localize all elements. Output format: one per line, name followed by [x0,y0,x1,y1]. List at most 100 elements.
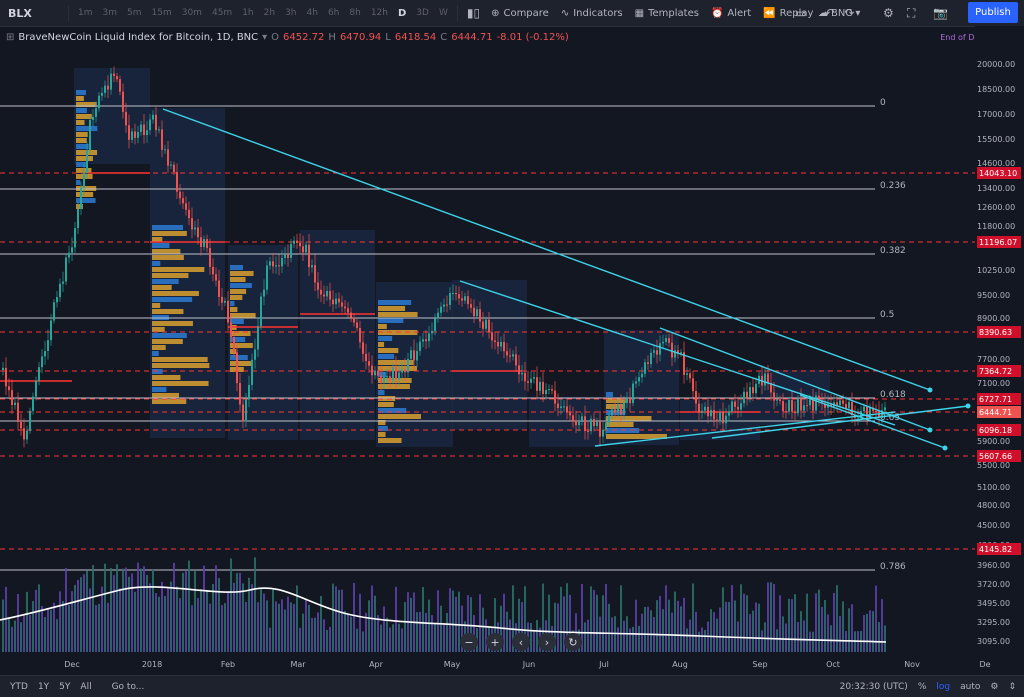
range-1y[interactable]: 1Y [37,681,50,692]
volume-bar [656,600,658,652]
volume-bar [806,593,808,652]
candle-body [773,392,775,401]
vp-bar [378,408,407,413]
volume-bar [257,602,259,652]
layout-icon[interactable]: ▭ [795,6,807,20]
interval-12h[interactable]: 12h [370,8,388,18]
candle-body [86,150,88,173]
scale-icon[interactable]: ⇕ [1008,681,1016,692]
reset-button[interactable]: ↻ [564,633,582,651]
interval-3d[interactable]: 3D [416,8,429,18]
vp-bar [152,303,161,308]
alert-button[interactable]: ⏰ Alert [705,8,757,19]
candle-body [794,411,796,414]
interval-w[interactable]: W [438,8,448,18]
indicators-button[interactable]: ∿ Indicators [555,8,629,19]
candle-body [527,381,529,383]
clock-time[interactable]: 20:32:30 (UTC) [839,681,908,692]
volume-bar [773,583,775,652]
interval-15m[interactable]: 15m [151,8,172,18]
candle-body [377,370,379,376]
interval-2h[interactable]: 2h [263,8,276,18]
candle-body [257,326,259,350]
gear-icon[interactable]: ⚙ [990,681,999,692]
vp-bar [230,319,244,324]
range-ytd[interactable]: YTD [10,681,28,692]
publish-button[interactable]: Publish [968,2,1018,23]
interval-6h[interactable]: 6h [327,8,340,18]
range-all[interactable]: All [80,681,92,692]
interval-5m[interactable]: 5m [127,8,142,18]
go-to-button[interactable]: Go to... [111,681,145,692]
interval-30m[interactable]: 30m [181,8,202,18]
volume-bar [218,578,220,652]
volume-bar [149,583,151,652]
interval-3h[interactable]: 3h [285,8,297,18]
zoom-out-button[interactable]: − [460,633,478,651]
interval-45m[interactable]: 45m [211,8,233,18]
volume-bar [200,589,202,652]
volume-bar [92,565,94,652]
collapse-icon[interactable]: ⊞ [6,32,15,43]
candle-body [539,381,541,391]
zoom-in-button[interactable]: + [486,633,504,651]
volume-bar [290,602,292,652]
volume-bar [581,584,583,652]
symbol-search[interactable]: BLX [8,6,32,20]
volume-bar [401,628,403,652]
volume-bar [794,594,796,652]
undo-icon[interactable]: ↶ [824,6,835,20]
candle-body [176,172,178,192]
volume-bar [158,596,160,652]
templates-button[interactable]: ▦ Templates [629,8,705,19]
candle-body [554,390,556,404]
candle-body [689,373,691,379]
volume-bar [374,595,376,652]
volume-bar [329,626,331,652]
interval-3m[interactable]: 3m [102,8,118,18]
volume-bar [479,594,481,652]
auto-toggle[interactable]: auto [960,681,981,692]
volume-bar [389,627,391,652]
candle-body [320,289,322,295]
price-tick-10: 8900.00 [977,314,1010,323]
replay-button[interactable]: ⏪ Replay [757,8,819,19]
fullscreen-icon[interactable]: ⛶ [907,5,916,20]
candle-body [548,389,550,391]
price-axis[interactable]: 20000.00 18500.00 17000.00 15500.00 14600.00… [975,26,1024,674]
scroll-left-button[interactable]: ‹ [512,633,530,651]
fib-label-5: 0.65 [880,413,900,423]
volume-bar [350,616,352,652]
chart-type-icon[interactable]: ▮▯ [466,6,481,20]
interval-4h[interactable]: 4h [306,8,318,18]
price-mark-3: 7364.72 [979,367,1012,376]
chart-legend: ⊞ BraveNewCoin Liquid Index for Bitcoin,… [6,32,569,43]
volume-bar [440,605,442,652]
chevron-down-icon[interactable]: ▾ [262,32,268,43]
redo-icon[interactable]: ↷ [844,6,855,20]
range-5y[interactable]: 5Y [59,681,71,692]
interval-8h[interactable]: 8h [349,8,361,18]
interval-d[interactable]: D [397,7,407,19]
time-axis[interactable]: Dec 2018 Feb Mar Apr May Jun Jul Aug Sep Oct Nov De [64,660,990,669]
candle-body [449,293,451,305]
compare-button[interactable]: ⊕ Compare [485,8,555,19]
candle-body [737,406,739,410]
interval-1h[interactable]: 1h [242,8,254,18]
candle-body [524,372,526,382]
exchange-selector[interactable]: ☁ BNC ▾ [818,0,860,26]
volume-bar [485,619,487,652]
legend-title[interactable]: BraveNewCoin Liquid Index for Bitcoin, 1… [18,32,259,43]
log-toggle[interactable]: log [936,681,951,692]
volume-bar [821,606,823,652]
camera-icon[interactable]: 📷 [933,6,948,20]
gear-icon[interactable]: ⚙ [883,6,894,20]
percent-toggle[interactable]: % [917,681,927,692]
candle-body [515,354,517,366]
candle-body [35,380,37,397]
vp-bar [378,384,410,389]
candle-body [839,400,841,406]
scroll-right-button[interactable]: › [538,633,556,651]
interval-1m[interactable]: 1m [78,8,93,18]
